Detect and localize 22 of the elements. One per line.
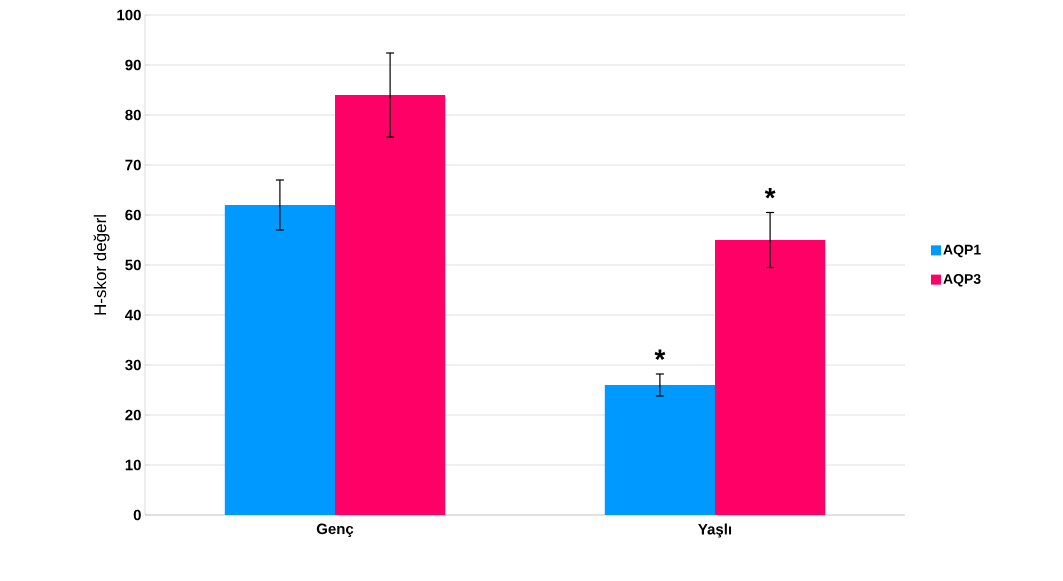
legend-label: AQP1 bbox=[943, 244, 981, 258]
x-tick-label: Yaşlı bbox=[698, 523, 732, 538]
bar bbox=[224, 204, 336, 515]
y-tick-label: 90 bbox=[125, 59, 141, 71]
y-tick-label: 80 bbox=[125, 109, 141, 121]
y-tick-label: 30 bbox=[125, 359, 141, 371]
y-tick-label: 70 bbox=[125, 159, 141, 171]
y-tick-label: 50 bbox=[125, 259, 141, 271]
y-tick-label: 10 bbox=[125, 459, 141, 471]
y-tick-label: 40 bbox=[125, 309, 141, 321]
bar bbox=[335, 94, 446, 515]
y-tick-label: 100 bbox=[117, 9, 141, 21]
bar bbox=[715, 239, 826, 515]
y-axis-title: H-skor değerl bbox=[93, 215, 110, 315]
annotation: * bbox=[654, 349, 666, 360]
y-tick-label: 20 bbox=[125, 409, 141, 421]
annotation: * bbox=[764, 188, 776, 199]
y-tick-label: 60 bbox=[125, 209, 141, 221]
x-tick-label: Genç bbox=[316, 523, 354, 538]
bar bbox=[604, 384, 715, 515]
legend-label: AQP3 bbox=[943, 273, 981, 287]
y-tick-label: 0 bbox=[133, 509, 141, 521]
